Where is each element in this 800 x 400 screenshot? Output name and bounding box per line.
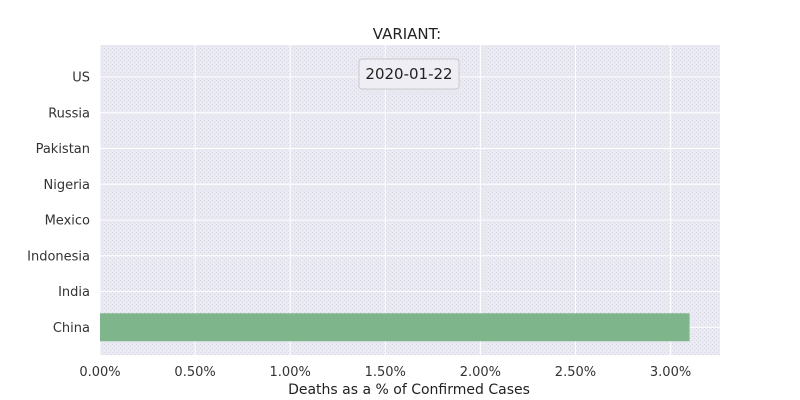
- y-tick-labels: US Russia Pakistan Nigeria Mexico Indonesia In…: [27, 71, 90, 336]
- x-tick-label: 1.50%: [365, 365, 406, 380]
- plot-area-texture: [100, 45, 720, 355]
- y-tick-label-pakistan: Pakistan: [36, 142, 90, 157]
- bars: [100, 313, 690, 342]
- bar-china: [100, 313, 690, 342]
- x-tick-label: 0.50%: [174, 365, 215, 380]
- date-box-frame: [358, 58, 460, 90]
- y-tick-label-us: US: [72, 71, 90, 86]
- y-tick-label-nigeria: Nigeria: [43, 178, 90, 193]
- y-tick-label-india: India: [58, 285, 90, 300]
- chart-title: VARIANT:: [373, 25, 441, 43]
- x-tick-label: 0.00%: [79, 365, 120, 380]
- y-tick-label-russia: Russia: [48, 106, 90, 121]
- x-tick-label: 3.00%: [650, 365, 691, 380]
- y-tick-label-mexico: Mexico: [45, 214, 90, 229]
- x-tick-label: 2.50%: [555, 365, 596, 380]
- date-box: 2020-01-22: [358, 58, 460, 90]
- y-tick-label-indonesia: Indonesia: [27, 249, 90, 264]
- y-tick-label-china: China: [53, 321, 90, 336]
- x-tick-labels: 0.00% 0.50% 1.00% 1.50% 2.00% 2.50% 3.00%: [79, 365, 691, 380]
- x-tick-label: 2.00%: [460, 365, 501, 380]
- x-axis-title: Deaths as a % of Confirmed Cases: [288, 382, 530, 398]
- date-label: 2020-01-22: [365, 65, 452, 83]
- x-tick-label: 1.00%: [270, 365, 311, 380]
